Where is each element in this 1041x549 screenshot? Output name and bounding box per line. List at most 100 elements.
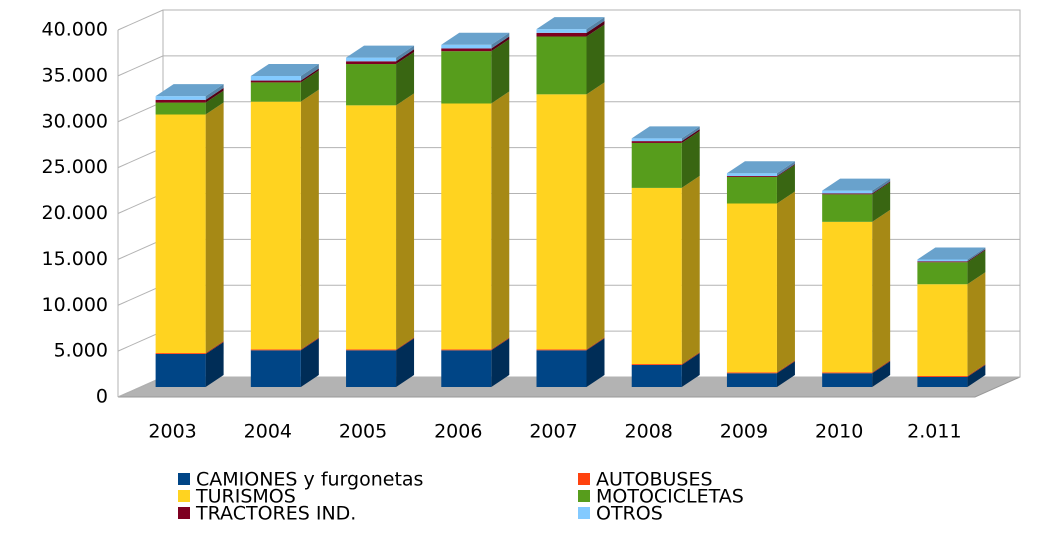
legend-swatch bbox=[578, 507, 590, 519]
bar-side bbox=[872, 209, 891, 373]
bar bbox=[346, 349, 397, 351]
bar-side bbox=[300, 89, 319, 350]
bar bbox=[917, 375, 968, 377]
bar bbox=[631, 138, 682, 142]
bar-side bbox=[776, 164, 795, 204]
bar bbox=[250, 82, 301, 102]
bar bbox=[631, 364, 682, 365]
x-tick-label: 2.011 bbox=[907, 421, 961, 443]
bar bbox=[536, 32, 587, 37]
legend-swatch bbox=[178, 507, 190, 519]
y-tick-label: 0 bbox=[96, 386, 108, 408]
bar bbox=[726, 175, 777, 177]
bar-side bbox=[205, 102, 224, 354]
bar bbox=[536, 94, 587, 350]
bar-side bbox=[396, 337, 415, 351]
bar-side bbox=[967, 249, 986, 263]
bar-top bbox=[346, 45, 415, 58]
bar bbox=[917, 376, 968, 387]
bar bbox=[346, 105, 397, 350]
bar-side bbox=[491, 36, 510, 52]
bar-side bbox=[586, 24, 605, 95]
bar bbox=[441, 103, 492, 350]
bar bbox=[441, 48, 492, 52]
bar-top bbox=[250, 63, 319, 76]
bar bbox=[822, 193, 873, 195]
x-tick-label: 2003 bbox=[148, 421, 196, 443]
legend-label: MOTOCICLETAS bbox=[596, 486, 744, 508]
bar-side bbox=[776, 360, 795, 374]
bar-top bbox=[917, 247, 986, 260]
legend-swatch bbox=[578, 473, 590, 485]
bar-side bbox=[681, 130, 700, 188]
legend-label: TRACTORES IND. bbox=[195, 503, 356, 525]
bar bbox=[155, 114, 206, 354]
bar-side bbox=[681, 126, 700, 142]
bar bbox=[155, 96, 206, 100]
legend-label: CAMIONES y furgonetas bbox=[196, 469, 423, 491]
bar bbox=[726, 372, 777, 374]
bar bbox=[250, 349, 301, 351]
y-tick-label: 10.000 bbox=[42, 294, 108, 316]
bar bbox=[250, 350, 301, 387]
bar-side bbox=[872, 361, 891, 387]
bar-side bbox=[776, 161, 795, 176]
bar-side bbox=[967, 272, 986, 376]
bar-side bbox=[300, 70, 319, 102]
bar-side bbox=[205, 90, 224, 115]
bar bbox=[726, 176, 777, 204]
bar bbox=[346, 57, 397, 62]
bar bbox=[155, 353, 206, 387]
bar bbox=[441, 44, 492, 49]
bar-side bbox=[872, 360, 891, 374]
bar bbox=[536, 350, 587, 387]
bar bbox=[536, 349, 587, 351]
bar bbox=[155, 353, 206, 354]
bar bbox=[441, 350, 492, 387]
bar bbox=[346, 64, 397, 106]
legend-label: AUTOBUSES bbox=[596, 469, 713, 491]
bar-side bbox=[205, 341, 224, 387]
x-tick-label: 2005 bbox=[339, 421, 387, 443]
bar-side bbox=[586, 17, 605, 33]
bar bbox=[346, 350, 397, 387]
bar bbox=[631, 141, 682, 143]
bar bbox=[822, 221, 873, 373]
bar-top bbox=[155, 84, 224, 97]
bar-side bbox=[586, 20, 605, 37]
bar bbox=[155, 102, 206, 115]
bar-side bbox=[396, 49, 415, 65]
x-tick-label: 2006 bbox=[434, 421, 482, 443]
bar-side bbox=[586, 337, 605, 351]
y-tick-label: 35.000 bbox=[42, 64, 108, 86]
bar-top bbox=[536, 17, 605, 30]
bar bbox=[441, 349, 492, 351]
bar bbox=[726, 173, 777, 176]
legend-swatch bbox=[578, 490, 590, 502]
bar bbox=[250, 75, 301, 81]
x-tick-label: 2007 bbox=[529, 421, 577, 443]
bar bbox=[631, 364, 682, 387]
y-tick-label: 20.000 bbox=[42, 202, 108, 224]
bar-side bbox=[491, 338, 510, 387]
bar-side bbox=[681, 129, 700, 143]
bar-side bbox=[681, 175, 700, 365]
bar-side bbox=[205, 87, 224, 103]
bar bbox=[822, 194, 873, 222]
bar bbox=[917, 259, 968, 262]
bar bbox=[631, 142, 682, 188]
bar bbox=[250, 80, 301, 83]
legend-label: TURISMOS bbox=[195, 486, 296, 508]
bar-side bbox=[872, 178, 891, 194]
bar bbox=[822, 372, 873, 374]
bar-side bbox=[776, 361, 795, 387]
bar-side bbox=[967, 247, 986, 262]
bar-side bbox=[396, 338, 415, 387]
y-tick-label: 40.000 bbox=[42, 19, 108, 41]
bar-side bbox=[776, 163, 795, 177]
y-tick-label: 25.000 bbox=[42, 156, 108, 178]
bar bbox=[917, 262, 968, 285]
bar-side bbox=[586, 338, 605, 387]
bar-side bbox=[205, 84, 224, 100]
bar bbox=[822, 373, 873, 387]
